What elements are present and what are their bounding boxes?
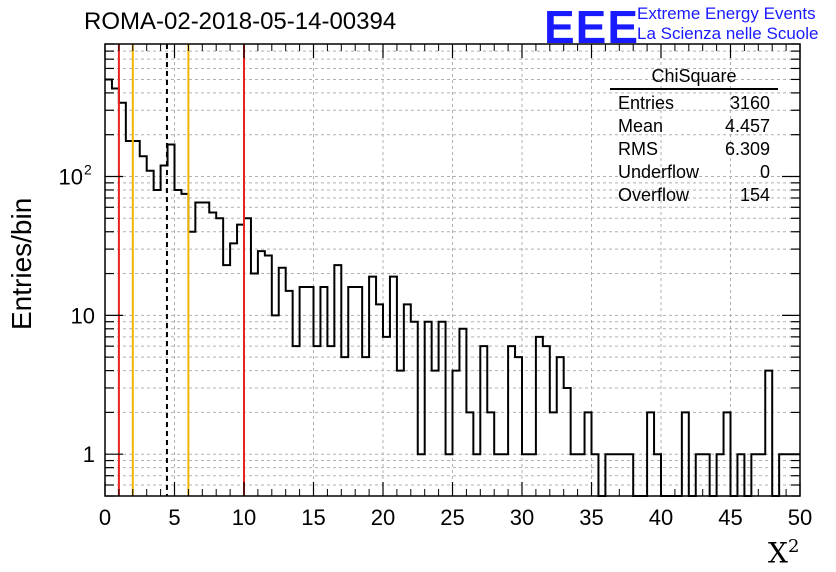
histogram-bin [383,337,390,496]
histogram-bin [237,225,244,496]
stats-value: 6.309 [724,139,770,159]
histogram-bin [341,357,348,496]
histogram-bin [181,194,188,496]
stats-title: ChiSquare [610,66,778,90]
histogram-bin [432,371,439,496]
stats-box: ChiSquare Entries 3160 Mean 4.457 RMS 6.… [610,66,778,207]
histogram-bin [765,371,772,496]
histogram-bin [188,232,195,496]
x-tick-label: 20 [371,505,395,530]
histogram-bin [369,277,376,496]
stats-row-overflow: Overflow 154 [610,184,778,207]
x-tick-label: 40 [649,505,673,530]
histogram-bin [564,388,571,496]
histogram-bin [334,265,341,496]
x-tick-label: 45 [718,505,742,530]
histogram-bin [279,268,286,496]
stats-label: Mean [618,116,664,136]
histogram-bin [105,79,112,496]
histogram-bin [355,287,362,496]
y-tick-label: 10 [59,164,83,189]
x-tick-label: 15 [301,505,325,530]
histogram-bin [439,322,446,496]
histogram-bin [147,171,154,496]
histogram-bin [293,346,300,496]
histogram-bin [300,287,307,496]
y-axis-label: Entries/bin [6,197,37,330]
histogram-bin [508,346,515,496]
histogram-bin [230,243,237,496]
histogram-bin [202,202,209,496]
histogram-bin [175,190,182,496]
stats-label: Overflow [618,185,690,205]
histogram-bin [133,141,140,496]
histogram-bin [223,265,230,496]
stats-value: 0 [759,162,770,182]
histogram-bin [209,213,216,496]
stats-value: 154 [739,185,770,205]
histogram-bin [320,287,327,496]
histogram-bin [543,346,550,496]
histogram-bin [168,144,175,496]
y-tick-label: 10 [71,303,95,328]
x-tick-label: 50 [788,505,812,530]
x-tick-label: 10 [232,505,256,530]
histogram-bin [557,357,564,496]
histogram-bin [258,251,265,496]
histogram-bin [362,357,369,496]
stats-value: 3160 [729,93,770,113]
histogram-bin [265,255,272,496]
stats-label: Entries [618,93,675,113]
histogram-bin [397,371,404,496]
logo-line-2: La Scienza nelle Scuole [637,24,819,43]
x-axis-label: X2 [768,536,799,569]
x-tick-label: 30 [510,505,534,530]
stats-row-rms: RMS 6.309 [610,138,778,161]
histogram-bin [195,202,202,496]
stats-label: Underflow [618,162,700,182]
histogram-bin [314,346,321,496]
y-tick-label: 1 [83,442,95,467]
histogram-bin [251,274,258,496]
y-tick-label-sup: 2 [84,161,92,177]
x-tick-label: 35 [579,505,603,530]
histogram-bin [536,337,543,496]
x-tick-label: 5 [168,505,180,530]
histogram-bin [119,103,126,496]
stats-row-entries: Entries 3160 [610,92,778,115]
stats-value: 4.457 [724,116,770,136]
histogram-bin [515,357,522,496]
histogram-bin [154,190,161,496]
histogram-bin [327,346,334,496]
eee-logo: EEE [544,1,640,53]
histogram-bin [272,315,279,496]
histogram-bin [307,287,314,496]
histogram-bin [453,371,460,496]
stats-row-underflow: Underflow 0 [610,161,778,184]
histogram-bin [126,141,133,496]
x-tick-label: 0 [99,505,111,530]
stats-label: RMS [618,139,658,159]
chart-title: ROMA-02-2018-05-14-00394 [84,8,397,35]
histogram-bin [112,89,119,496]
x-axis-label-text: X [768,536,788,570]
histogram-bin [425,322,432,496]
x-axis-label-sup: 2 [787,536,800,557]
logo-line-1: Extreme Energy Events [637,4,816,23]
histogram-bin [411,322,418,496]
x-tick-label: 25 [440,505,464,530]
histogram-bin [480,346,487,496]
histogram-bin [390,277,397,496]
stats-row-mean: Mean 4.457 [610,115,778,138]
histogram-bin [348,287,355,496]
